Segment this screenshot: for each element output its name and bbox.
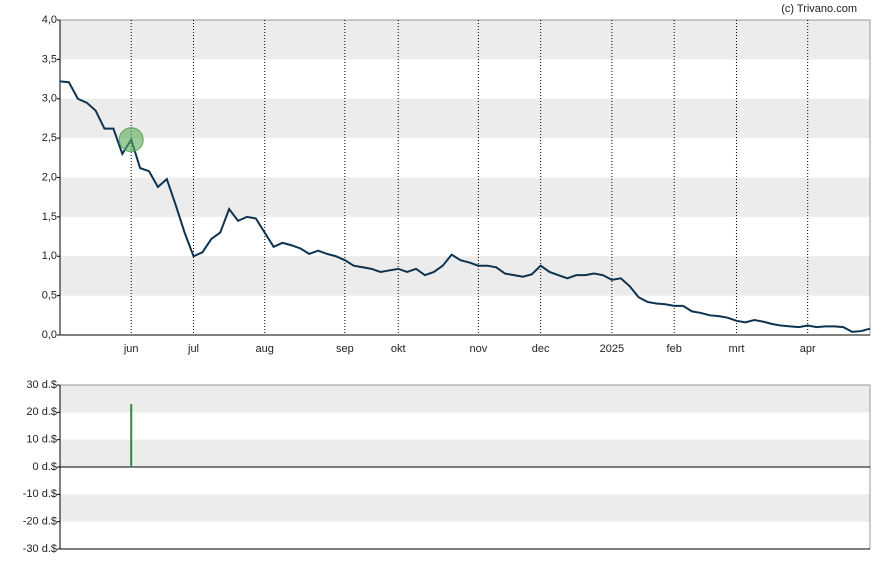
source-credit: (c) Trivano.com [781, 3, 857, 15]
x-tick-label: apr [800, 343, 816, 355]
event-marker [118, 127, 144, 153]
x-tick-label: jul [187, 343, 199, 355]
y-tick-label: 2,5 [42, 132, 57, 144]
y-tick-label: 2,0 [42, 171, 57, 183]
price-line [59, 80, 871, 333]
grid-band [60, 256, 870, 296]
y-tick-label: 0 d.$ [33, 461, 57, 473]
y-tick-label: 1,0 [42, 250, 57, 262]
x-tick-label: okt [391, 343, 406, 355]
y-tick-label: 0,0 [42, 329, 57, 341]
y-tick-label: 20 d.$ [26, 406, 57, 418]
x-tick-label: dec [532, 343, 550, 355]
y-tick-label: -10 d.$ [23, 488, 57, 500]
grid-band [60, 98, 870, 139]
y-tick-label: 3,0 [42, 93, 57, 105]
x-tick-label: 2025 [600, 343, 624, 355]
y-tick-label: 0,5 [42, 290, 57, 302]
y-tick-label: -30 d.$ [23, 543, 57, 555]
bar [130, 404, 133, 467]
grid-band [60, 20, 870, 60]
y-tick-label: 30 d.$ [26, 379, 57, 391]
y-tick-label: -20 d.$ [23, 516, 57, 528]
grid-band [60, 385, 870, 413]
y-tick-label: 4,0 [42, 14, 57, 26]
x-tick-label: mrt [729, 343, 745, 355]
grid-band [60, 494, 870, 522]
grid-band [60, 439, 870, 467]
x-tick-label: jun [123, 343, 139, 355]
x-tick-label: sep [336, 343, 354, 355]
x-tick-label: nov [469, 343, 487, 355]
grid-band [60, 177, 870, 217]
x-tick-label: aug [256, 343, 274, 355]
y-tick-label: 10 d.$ [26, 434, 57, 446]
y-tick-label: 3,5 [42, 53, 57, 65]
x-tick-label: feb [667, 343, 682, 355]
y-tick-label: 1,5 [42, 211, 57, 223]
